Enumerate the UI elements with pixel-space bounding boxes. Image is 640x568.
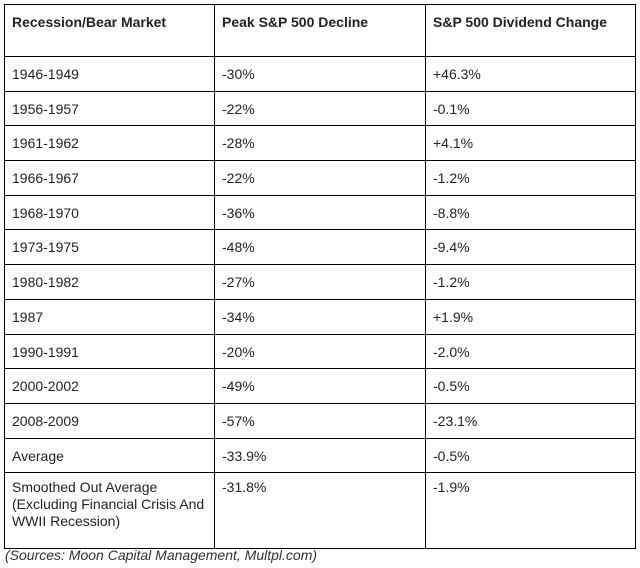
cell-peak-decline: -36% — [214, 194, 426, 231]
cell-peak-decline: -48% — [214, 229, 426, 266]
cell-dividend-change: -1.2% — [425, 264, 636, 300]
cell-peak-decline: -20% — [214, 333, 426, 370]
cell-dividend-change: -9.4% — [425, 229, 636, 266]
table-row: 1973-1975 -48% -9.4% — [4, 229, 636, 266]
table-row: 1980-1982 -27% -1.2% — [4, 264, 636, 300]
header-row: Recession/Bear Market Peak S&P 500 Decli… — [4, 4, 636, 57]
table-row: 1987 -34% +1.9% — [4, 298, 636, 335]
table-row: 1946-1949 -30% +46.3% — [4, 56, 636, 92]
cell-dividend-change: -1.2% — [425, 160, 636, 196]
cell-period: 1968-1970 — [4, 194, 215, 231]
cell-dividend-change: +1.9% — [425, 298, 636, 335]
table-body: 1946-1949 -30% +46.3% 1956-1957 -22% -0.… — [4, 56, 636, 550]
cell-dividend-change: -23.1% — [425, 402, 636, 439]
cell-dividend-change: +4.1% — [425, 125, 636, 162]
table-row: 1968-1970 -36% -8.8% — [4, 194, 636, 231]
cell-period: 1973-1975 — [4, 229, 215, 266]
source-note: (Sources: Moon Capital Management, Multp… — [5, 547, 318, 563]
cell-peak-decline: -28% — [214, 125, 426, 162]
cell-period: 1956-1957 — [4, 90, 215, 127]
cell-peak-decline: -22% — [214, 160, 426, 196]
cell-dividend-change: -0.5% — [425, 437, 636, 474]
cell-period: 1966-1967 — [4, 160, 215, 196]
cell-period: Smoothed Out Average (Excluding Financia… — [4, 472, 215, 550]
table-row: 1961-1962 -28% +4.1% — [4, 125, 636, 162]
smoothed-average-row: Smoothed Out Average (Excluding Financia… — [4, 472, 636, 550]
cell-peak-decline: -31.8% — [214, 472, 426, 550]
cell-period: Average — [4, 437, 215, 474]
table-row: 1956-1957 -22% -0.1% — [4, 90, 636, 127]
cell-peak-decline: -30% — [214, 56, 426, 92]
cell-dividend-change: +46.3% — [425, 56, 636, 92]
cell-dividend-change: -8.8% — [425, 194, 636, 231]
recession-dividend-table: Recession/Bear Market Peak S&P 500 Decli… — [4, 4, 636, 550]
cell-peak-decline: -27% — [214, 264, 426, 300]
cell-peak-decline: -34% — [214, 298, 426, 335]
cell-peak-decline: -57% — [214, 402, 426, 439]
cell-period: 2008-2009 — [4, 402, 215, 439]
average-row: Average -33.9% -0.5% — [4, 437, 636, 474]
cell-dividend-change: -1.9% — [425, 472, 636, 550]
table-row: 2000-2002 -49% -0.5% — [4, 368, 636, 404]
cell-period: 1961-1962 — [4, 125, 215, 162]
cell-dividend-change: -0.1% — [425, 90, 636, 127]
table-header: Recession/Bear Market Peak S&P 500 Decli… — [4, 4, 636, 57]
cell-period: 1946-1949 — [4, 56, 215, 92]
cell-period: 1980-1982 — [4, 264, 215, 300]
table-row: 1990-1991 -20% -2.0% — [4, 333, 636, 370]
cell-dividend-change: -2.0% — [425, 333, 636, 370]
cell-period: 1990-1991 — [4, 333, 215, 370]
cell-peak-decline: -49% — [214, 368, 426, 404]
table-row: 2008-2009 -57% -23.1% — [4, 402, 636, 439]
table-row: 1966-1967 -22% -1.2% — [4, 160, 636, 196]
cell-peak-decline: -33.9% — [214, 437, 426, 474]
cell-dividend-change: -0.5% — [425, 368, 636, 404]
header-dividend-change: S&P 500 Dividend Change — [425, 4, 636, 57]
cell-period: 2000-2002 — [4, 368, 215, 404]
cell-peak-decline: -22% — [214, 90, 426, 127]
cell-period: 1987 — [4, 298, 215, 335]
header-recession-period: Recession/Bear Market — [4, 4, 215, 57]
header-peak-decline: Peak S&P 500 Decline — [214, 4, 426, 57]
